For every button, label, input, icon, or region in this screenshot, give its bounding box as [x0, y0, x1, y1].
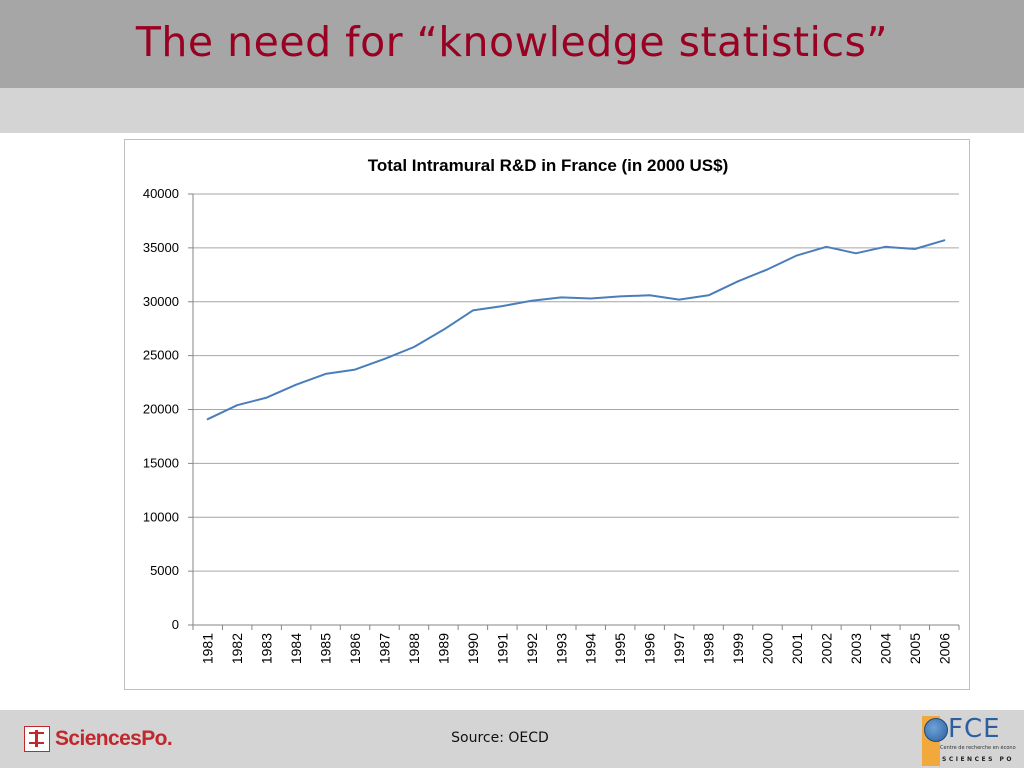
x-tick-label: 1986	[347, 633, 363, 664]
x-tick-label: 1988	[406, 633, 422, 664]
chart-title: Total Intramural R&D in France (in 2000 …	[368, 156, 729, 175]
x-tick-label: 1997	[671, 633, 687, 664]
slide-title: The need for “knowledge statistics”	[135, 18, 889, 66]
data-point	[796, 254, 798, 256]
x-tick-label: 1983	[259, 633, 275, 664]
x-tick-label: 1994	[583, 633, 599, 664]
chart-frame: Total Intramural R&D in France (in 2000 …	[124, 139, 970, 690]
data-point	[825, 246, 827, 248]
x-tick-label: 1989	[435, 633, 451, 664]
data-point	[442, 329, 444, 331]
x-tick-label: 1999	[730, 633, 746, 664]
data-point	[619, 295, 621, 297]
axes	[188, 193, 960, 630]
data-point	[678, 299, 680, 301]
x-tick-label: 1995	[612, 633, 628, 664]
data-point	[236, 404, 238, 406]
x-tick-label: 2001	[789, 633, 805, 664]
x-tick-label: 1992	[524, 633, 540, 664]
data-point	[855, 252, 857, 254]
globe-icon	[924, 718, 948, 742]
y-tick-label: 25000	[143, 348, 179, 363]
x-tick-label: 2004	[877, 633, 893, 664]
data-point	[295, 384, 297, 386]
y-tick-label: 15000	[143, 455, 179, 470]
data-point	[560, 296, 562, 298]
data-point	[266, 397, 268, 399]
x-tick-label: 2000	[760, 633, 776, 664]
sciencespo-wordmark: SciencesPo.	[55, 727, 173, 750]
ofce-logo: FCE Centre de recherche en économie de S…	[920, 714, 1016, 768]
ofce-sciences-po: SCIENCES PO	[942, 756, 1014, 763]
y-tick-label: 40000	[143, 186, 179, 201]
x-tick-label: 1993	[553, 633, 569, 664]
x-tick-label: 1996	[642, 633, 658, 664]
x-tick-label: 2005	[907, 633, 923, 664]
source-note: Source: OECD	[451, 730, 549, 746]
x-tick-label: 1990	[465, 633, 481, 664]
data-point	[501, 305, 503, 307]
x-tick-label: 1985	[318, 633, 334, 664]
x-tick-label: 1998	[701, 633, 717, 664]
y-tick-label: 20000	[143, 402, 179, 417]
x-tick-label: 2003	[848, 633, 864, 664]
x-tick-label: 1982	[229, 633, 245, 664]
x-tick-label: 1987	[377, 633, 393, 664]
sciencespo-logo: SciencesPo.	[24, 724, 173, 754]
y-tick-label: 0	[172, 617, 179, 632]
data-point	[531, 300, 533, 302]
y-tick-label: 35000	[143, 240, 179, 255]
series-layer	[206, 239, 946, 421]
title-bar	[0, 0, 1024, 88]
data-point	[413, 346, 415, 348]
ofce-wordmark: FCE	[948, 714, 1001, 744]
ofce-description: Centre de recherche en économie de	[940, 745, 1016, 751]
x-tick-label: 1991	[494, 633, 510, 664]
y-tick-label: 5000	[150, 563, 179, 578]
line-chart: Total Intramural R&D in France (in 2000 …	[143, 156, 960, 664]
subtitle-bar	[0, 88, 1024, 133]
footer-bar	[0, 710, 1024, 768]
data-point	[649, 294, 651, 296]
data-point	[914, 248, 916, 250]
x-tick-label: 1984	[288, 633, 304, 664]
y-tick-label: 10000	[143, 509, 179, 524]
x-tick-label: 2002	[818, 633, 834, 664]
data-point	[767, 268, 769, 270]
data-point	[472, 309, 474, 311]
series-line	[206, 239, 946, 421]
x-tick-labels: 1981 1982 1983 1984 1985 1986 1987 1988 1989 1990…	[200, 633, 953, 664]
data-point	[207, 418, 209, 420]
data-point	[943, 239, 945, 241]
x-tick-label: 2006	[936, 633, 952, 664]
data-point	[590, 298, 592, 300]
sciencespo-emblem-icon	[24, 726, 50, 752]
data-point	[737, 280, 739, 282]
data-point	[708, 294, 710, 296]
data-point	[325, 373, 327, 375]
y-tick-labels: 0 5000 10000 15000 20000 25000 30000 35000 40000	[143, 186, 179, 632]
data-point	[884, 246, 886, 248]
data-point	[384, 358, 386, 360]
y-tick-label: 30000	[143, 294, 179, 309]
x-tick-label: 1981	[200, 633, 216, 664]
data-point	[354, 369, 356, 371]
